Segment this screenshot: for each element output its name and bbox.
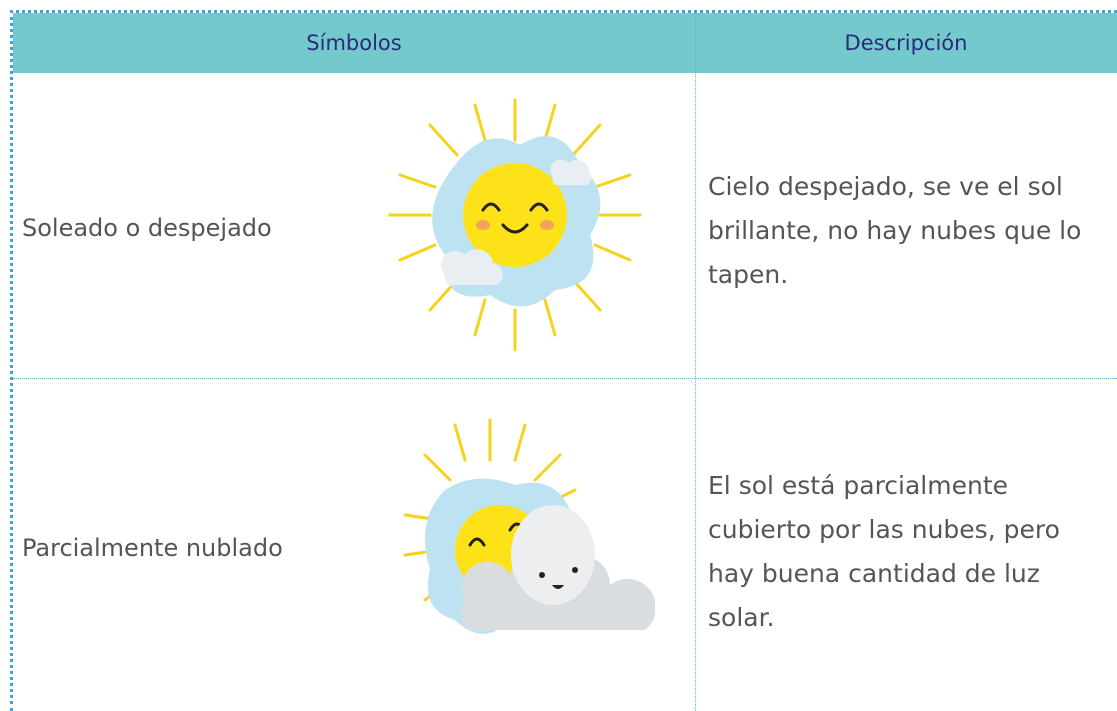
row-description: El sol está parcialmente cubierto por la…: [708, 471, 1060, 632]
table-frame: [10, 10, 1117, 711]
row-label: Parcialmente nublado: [22, 534, 283, 562]
header-cell: Descripción: [844, 31, 968, 55]
row-label: Soleado o despejado: [22, 214, 272, 242]
sun-icon: [388, 98, 642, 352]
header-cell: Símbolos: [306, 31, 402, 55]
row-description: Cielo despejado, se ve el sol brillante,…: [708, 172, 1082, 289]
partly-cloudy-icon: [403, 418, 655, 634]
table-header: Símbolos Descripción: [13, 13, 1117, 73]
row-divider: [13, 378, 1117, 379]
column-divider: [695, 13, 696, 711]
